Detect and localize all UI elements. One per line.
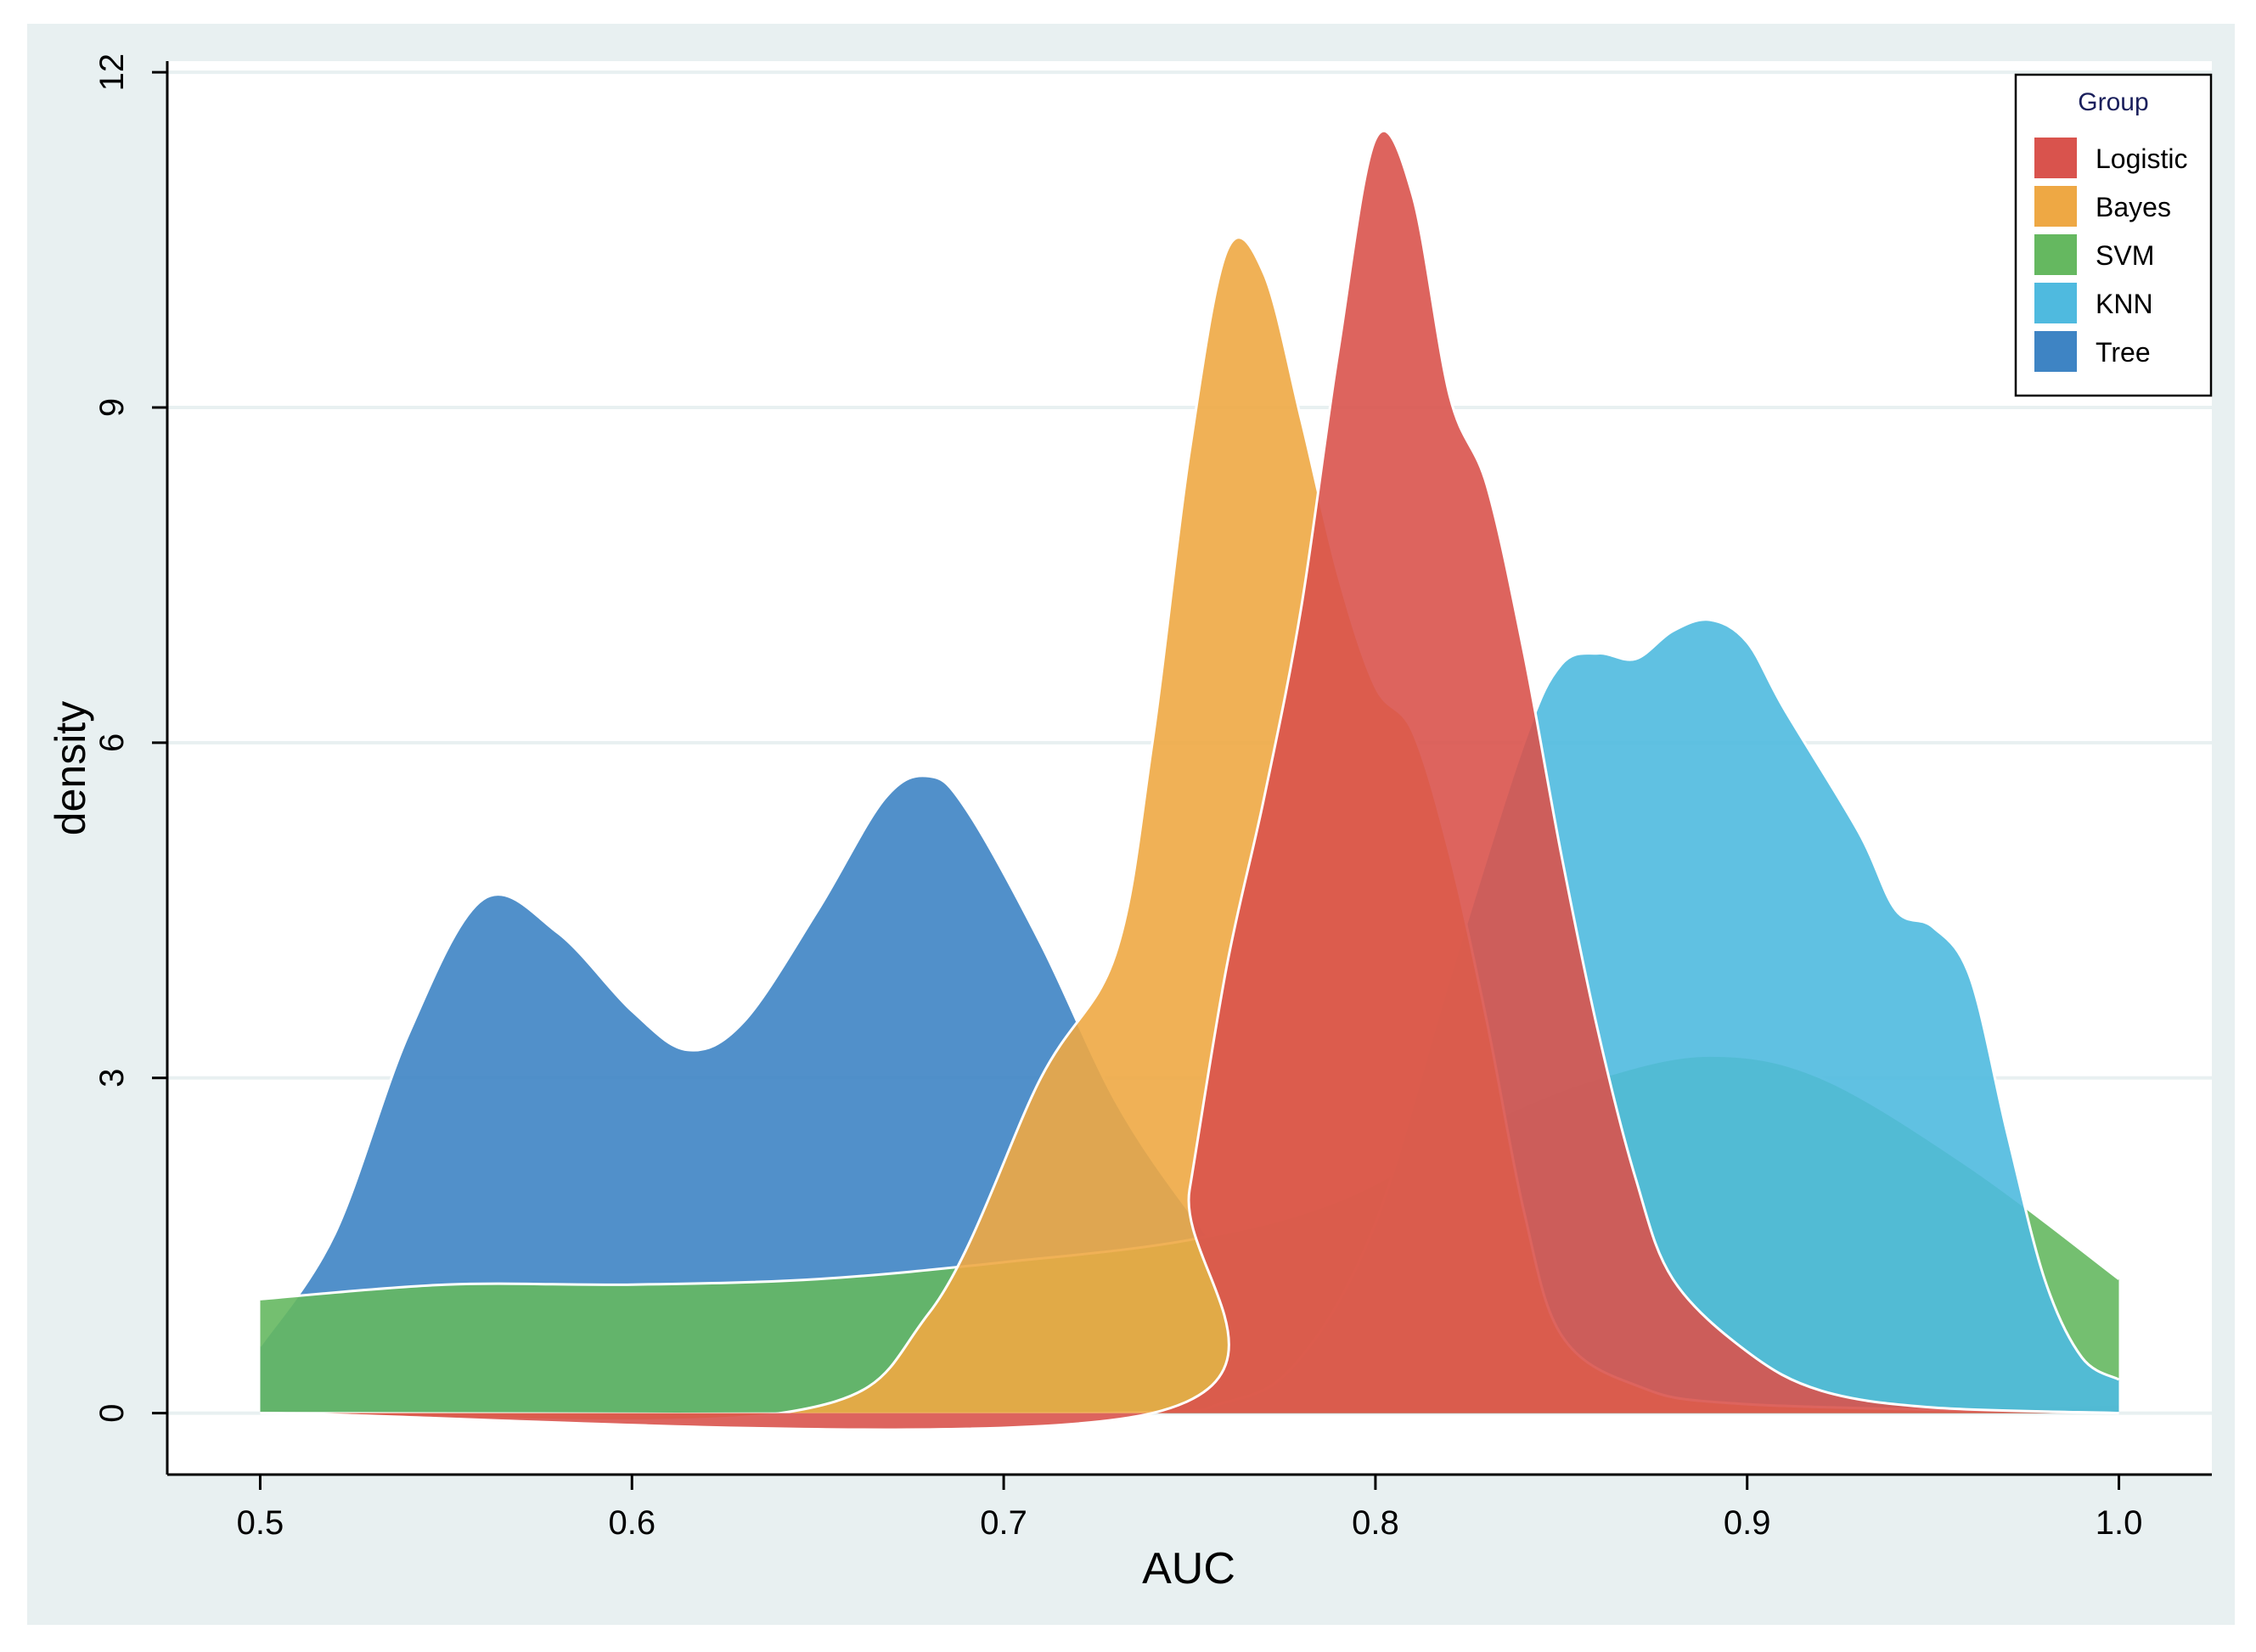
legend-title: Group xyxy=(2078,88,2148,116)
y-ticks: 0 3 6 9 12 xyxy=(93,53,167,1423)
x-ticks: 0.5 0.6 0.7 0.8 0.9 1.0 xyxy=(237,1475,2143,1542)
legend-label-tree: Tree xyxy=(2096,337,2151,368)
legend: Group Logistic Bayes SVM KNN Tree xyxy=(2014,73,2213,397)
legend-label-svm: SVM xyxy=(2096,240,2154,271)
legend-label-knn: KNN xyxy=(2096,289,2153,319)
y-tick-label-3: 9 xyxy=(93,398,131,417)
y-tick-label-0: 0 xyxy=(93,1403,131,1422)
legend-label-logistic: Logistic xyxy=(2096,143,2188,174)
x-axis-label: AUC xyxy=(1142,1544,1235,1593)
y-axis-label: density xyxy=(47,701,94,835)
y-tick-label-4: 12 xyxy=(93,53,131,92)
legend-label-bayes: Bayes xyxy=(2096,192,2171,222)
legend-swatch-logistic xyxy=(2034,138,2077,178)
legend-swatch-knn xyxy=(2034,283,2077,323)
y-tick-label-2: 6 xyxy=(93,733,131,752)
legend-swatch-bayes xyxy=(2034,186,2077,227)
x-tick-label-1: 0.6 xyxy=(608,1504,655,1542)
density-outline-logistic xyxy=(260,129,2119,1431)
legend-swatch-tree xyxy=(2034,331,2077,372)
legend-swatch-svm xyxy=(2034,234,2077,275)
x-tick-label-3: 0.8 xyxy=(1352,1504,1399,1542)
density-area-knn xyxy=(260,619,2119,1414)
x-tick-label-4: 0.9 xyxy=(1724,1504,1771,1542)
axes xyxy=(166,61,2212,1476)
y-tick-label-1: 3 xyxy=(93,1069,131,1087)
x-tick-label-0: 0.5 xyxy=(237,1504,284,1542)
density-areas xyxy=(259,129,2120,1431)
x-tick-label-2: 0.7 xyxy=(980,1504,1027,1542)
x-tick-label-5: 1.0 xyxy=(2096,1504,2143,1542)
density-area-bayes xyxy=(260,237,2119,1421)
density-area-tree xyxy=(260,775,2119,1413)
